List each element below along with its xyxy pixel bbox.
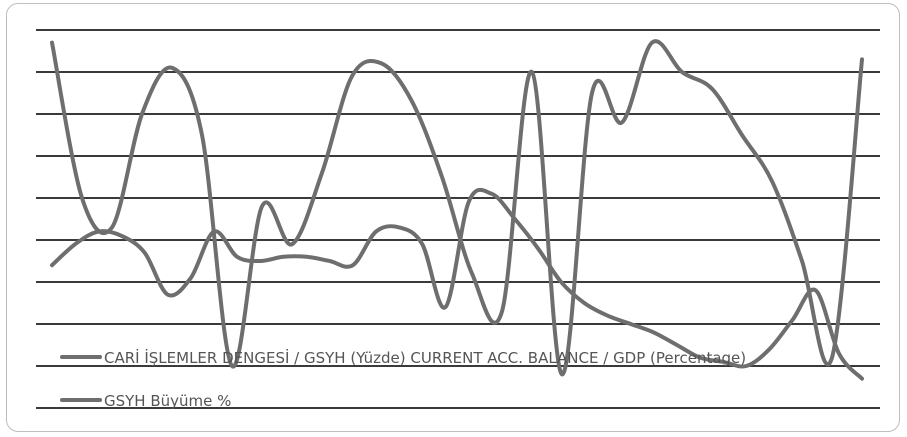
legend-label-gdp-growth: GSYH Büyüme % (104, 392, 231, 410)
legend: CARİ İŞLEMLER DENGESİ / GSYH (Yüzde) CUR… (60, 348, 746, 410)
series-lines (50, 39, 864, 381)
series-line-current-account (50, 187, 864, 381)
series-line-gdp-growth (50, 39, 864, 377)
legend-label-current-account: CARİ İŞLEMLER DENGESİ / GSYH (Yüzde) CUR… (104, 348, 746, 367)
